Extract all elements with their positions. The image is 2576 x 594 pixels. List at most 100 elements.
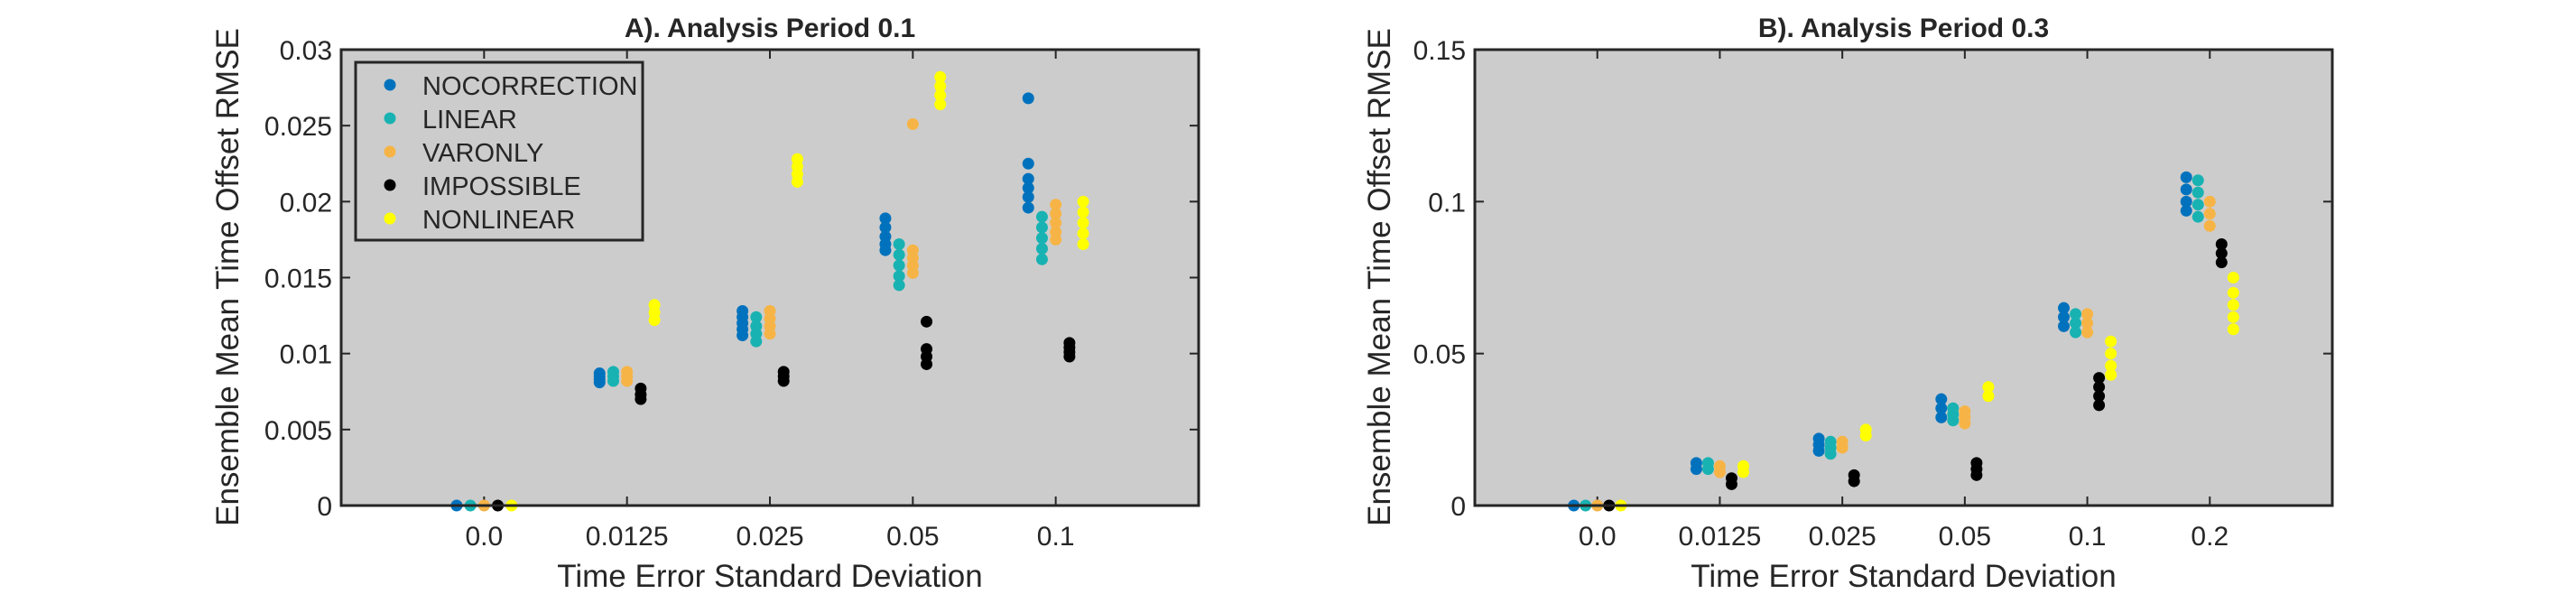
data-point-nocorrection-b	[2180, 204, 2192, 217]
data-point-nocorrection-a	[593, 376, 606, 389]
y-tick-label-b: 0.15	[1413, 36, 1466, 66]
data-point-varonly-a	[621, 375, 634, 387]
data-point-impossible-b	[1848, 475, 1860, 487]
x-tick-label-b: 0.0125	[1679, 522, 1762, 552]
data-point-impossible-b	[2093, 381, 2106, 394]
data-point-linear-b	[2191, 186, 2204, 199]
data-point-nonlinear-b	[2105, 335, 2117, 348]
data-point-linear-b	[1701, 463, 1714, 476]
data-point-impossible-a	[777, 375, 790, 387]
y-tick-label-a: 0.03	[280, 36, 332, 66]
data-point-impossible-b	[2093, 390, 2106, 403]
x-tick-label-b: 0.025	[1809, 522, 1876, 552]
data-point-nocorrection-b	[1812, 444, 1825, 457]
data-point-linear-a	[750, 335, 763, 348]
data-point-varonly-b	[2203, 208, 2216, 220]
x-tick-label-b: 0.2	[2191, 522, 2229, 552]
data-points-a	[450, 70, 1089, 512]
data-point-impossible-a	[921, 315, 933, 328]
data-point-nocorrection-b	[1935, 402, 1948, 414]
data-point-impossible-a	[635, 393, 647, 405]
data-point-linear-a	[893, 270, 905, 283]
y-tick-label-b: 0	[1450, 492, 1466, 522]
data-point-nocorrection-a	[879, 212, 892, 225]
data-point-impossible-b	[2093, 372, 2106, 385]
legend-box	[354, 60, 644, 242]
data-point-nocorrection-b	[2058, 311, 2071, 323]
axis-ticks-a: 0.0 0.0125 0.025 0.05 0.1 0 0.005 0.01 0.015 0.02…	[264, 36, 1199, 552]
data-point-impossible-b	[2215, 237, 2228, 250]
data-point-nonlinear-a	[1077, 217, 1089, 229]
data-point-linear-a	[1035, 253, 1048, 265]
data-point-impossible-b	[1725, 478, 1737, 490]
data-point-linear-a	[750, 311, 763, 323]
data-point-impossible-a	[1063, 350, 1076, 363]
y-tick-label-a: 0.02	[280, 188, 332, 218]
x-tick-label-a: 0.0125	[586, 522, 669, 552]
data-point-varonly-b	[1836, 441, 1849, 454]
axes-frame-a	[339, 48, 1200, 507]
data-point-varonly-b	[1959, 417, 1971, 430]
data-point-nonlinear-b	[2227, 272, 2239, 283]
data-point-nonlinear-b	[2227, 311, 2239, 323]
panel-a: 0.0 0.0125 0.025 0.05 0.1 0 0.005 0.01 0.015 0.02…	[210, 14, 1200, 594]
data-point-linear-b	[2070, 326, 2082, 339]
legend-marker-varonly	[384, 145, 396, 158]
data-point-varonly-a	[1050, 233, 1062, 246]
legend-marker-linear	[384, 112, 396, 125]
data-point-nonlinear-b	[2227, 299, 2239, 311]
legend: NOCORRECTION LINEAR VARONLY IMPOSSIBLE NONLI…	[354, 60, 644, 242]
data-point-nonlinear-b	[1737, 466, 1749, 478]
chart-title-a: A). Analysis Period 0.1	[625, 14, 915, 43]
y-tick-label-a: 0	[317, 492, 332, 522]
x-axis-label-b: Time Error Standard Deviation	[1691, 559, 2116, 594]
data-point-varonly-b	[2081, 308, 2094, 320]
legend-marker-nonlinear	[384, 212, 396, 225]
x-tick-label-a: 0.0	[465, 522, 503, 552]
data-point-nocorrection-a	[1022, 201, 1034, 214]
data-point-linear-a	[893, 259, 905, 272]
y-tick-label-b: 0.05	[1413, 340, 1466, 370]
legend-marker-nocorrection	[384, 79, 396, 91]
data-point-nocorrection-b	[2058, 320, 2071, 332]
data-point-nocorrection-a	[1022, 92, 1034, 105]
panel-b: 0.0 0.0125 0.025 0.05 0.1 0.2 0 0.05 0.1 0.15 B).…	[1362, 14, 2334, 594]
data-point-nonlinear-b	[2227, 286, 2239, 299]
legend-label-linear: LINEAR	[422, 106, 517, 135]
data-point-nonlinear-a	[934, 98, 947, 111]
data-point-nocorrection-a	[1022, 190, 1034, 203]
data-point-linear-b	[2191, 174, 2204, 187]
x-tick-label-a: 0.025	[736, 522, 803, 552]
data-point-linear-a	[893, 248, 905, 261]
data-point-varonly-b	[1713, 466, 1726, 478]
chart-title-b: B). Analysis Period 0.3	[1758, 14, 2049, 43]
data-point-nocorrection-a	[879, 221, 892, 234]
data-point-nocorrection-b	[1935, 411, 1948, 423]
data-point-linear-b	[2191, 210, 2204, 223]
data-point-linear-a	[1035, 232, 1048, 245]
y-tick-label-b: 0.1	[1428, 188, 1466, 218]
data-point-linear-a	[1035, 243, 1048, 255]
data-point-nonlinear-a	[934, 89, 947, 101]
data-point-nonlinear-a	[1077, 227, 1089, 240]
data-point-linear-b	[1947, 414, 1960, 427]
x-tick-label-b: 0.1	[2069, 522, 2107, 552]
plot-area-b	[1475, 50, 2332, 506]
data-points-b	[1568, 171, 2239, 512]
y-axis-label-b: Ensemble Mean Time Offset RMSE	[1362, 28, 1397, 526]
legend-label-nocorrection: NOCORRECTION	[422, 72, 637, 101]
data-point-nonlinear-b	[2105, 348, 2117, 360]
data-point-nocorrection-a	[879, 244, 892, 256]
data-point-linear-a	[1035, 221, 1048, 234]
axes-frame-b	[1473, 48, 2334, 507]
data-point-nonlinear-b	[2105, 359, 2117, 372]
x-tick-label-a: 0.1	[1037, 522, 1075, 552]
data-point-nocorrection-b	[1690, 463, 1702, 476]
axis-ticks-b: 0.0 0.0125 0.025 0.05 0.1 0.2 0 0.05 0.1 0.15	[1413, 36, 2332, 552]
data-point-nocorrection-b	[2180, 183, 2192, 196]
legend-label-nonlinear: NONLINEAR	[422, 206, 575, 235]
y-tick-label-a: 0.01	[280, 340, 332, 370]
data-point-nocorrection-b	[1935, 393, 1948, 405]
data-point-linear-a	[1035, 210, 1048, 223]
